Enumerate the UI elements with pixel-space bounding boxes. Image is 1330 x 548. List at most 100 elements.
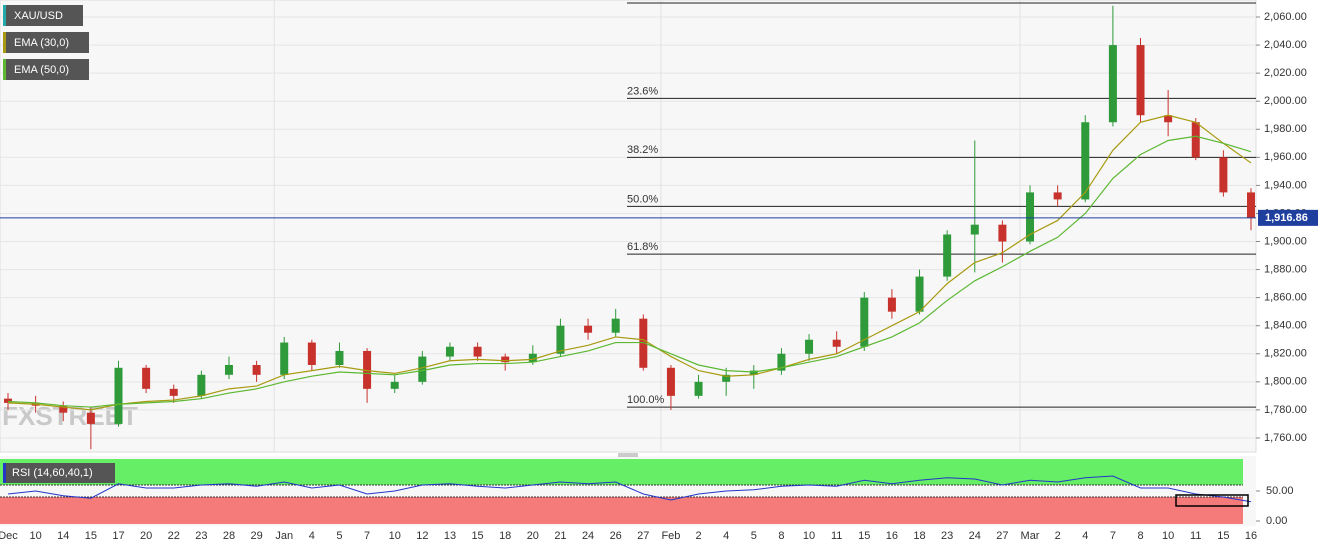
x-tick-label: 4 xyxy=(723,530,729,542)
y-tick-label: 50.00 xyxy=(1266,485,1294,497)
y-tick-label: 1,880.00 xyxy=(1264,263,1307,275)
fib-label: 100.0% xyxy=(627,394,665,406)
x-tick-label: 16 xyxy=(886,530,898,542)
candle-body xyxy=(390,381,399,389)
fib-label: 23.6% xyxy=(627,85,658,97)
x-tick-label: 21 xyxy=(554,530,566,542)
x-tick-label: 15 xyxy=(858,530,870,542)
y-tick-label: 1,760.00 xyxy=(1264,432,1307,444)
ema-line xyxy=(7,114,1252,411)
y-tick-label: 0.00 xyxy=(1266,515,1287,527)
y-tick-label: 1,960.00 xyxy=(1264,151,1307,163)
candle-body xyxy=(280,342,289,375)
y-tick-label: 1,820.00 xyxy=(1264,348,1307,360)
candle-body xyxy=(473,346,482,357)
x-tick-label: 18 xyxy=(913,530,925,542)
legend-label: EMA (50,0) xyxy=(14,64,69,76)
y-tick-label: 2,040.00 xyxy=(1264,39,1307,51)
x-tick-label: 10 xyxy=(803,530,815,542)
candle-body xyxy=(528,353,537,363)
candle-body xyxy=(777,353,786,371)
candle-body xyxy=(1164,115,1173,123)
candle-body xyxy=(1136,45,1145,116)
candle-body xyxy=(694,381,703,396)
legend-swatch xyxy=(3,5,6,26)
x-tick-label: 10 xyxy=(29,530,41,542)
candle-body xyxy=(1191,122,1200,158)
candle-body xyxy=(1026,192,1035,242)
candle-body xyxy=(169,388,178,396)
y-tick-label: 1,860.00 xyxy=(1264,292,1307,304)
x-tick-label: 8 xyxy=(778,530,784,542)
candle-body xyxy=(1108,45,1117,123)
candle-body xyxy=(86,412,95,424)
y-tick-label: 1,900.00 xyxy=(1264,235,1307,247)
ema-line xyxy=(7,135,1252,408)
fib-label: 61.8% xyxy=(627,241,658,253)
x-tick-label: 15 xyxy=(471,530,483,542)
y-tick-label: 1,840.00 xyxy=(1264,320,1307,332)
x-tick-label: 11 xyxy=(1190,530,1201,542)
x-tick-label: 15 xyxy=(1217,530,1229,542)
legend-box xyxy=(3,5,83,26)
x-tick-label: 12 xyxy=(416,530,428,542)
x-tick-label: 4 xyxy=(1082,530,1088,542)
candle-body xyxy=(4,398,12,403)
candle-body xyxy=(445,346,454,357)
x-tick-label: 20 xyxy=(527,530,539,542)
x-tick-label: 26 xyxy=(610,530,622,542)
candle-body xyxy=(252,364,261,375)
x-tick-label: 7 xyxy=(364,530,370,542)
last-price-box xyxy=(1258,209,1318,226)
x-tick-label: 18 xyxy=(499,530,511,542)
x-tick-label: Dec xyxy=(0,530,18,542)
candle-body xyxy=(943,234,952,277)
x-tick-label: 8 xyxy=(1137,530,1143,542)
x-tick-label: 13 xyxy=(444,530,456,542)
x-tick-label: Feb xyxy=(661,530,680,542)
legend-swatch xyxy=(3,32,6,53)
legend-swatch xyxy=(3,463,6,483)
candle-body xyxy=(749,370,758,375)
x-tick-label: 27 xyxy=(996,530,1008,542)
candle-body xyxy=(142,367,151,389)
legend-box xyxy=(3,59,89,80)
plot-background xyxy=(0,0,1256,452)
candle-body xyxy=(363,350,372,389)
x-tick-label: 5 xyxy=(336,530,342,542)
candle-body xyxy=(584,325,593,333)
candle-body xyxy=(556,325,565,354)
legend-label: RSI (14,60,40,1) xyxy=(12,467,93,479)
candle-body xyxy=(501,356,510,363)
x-tick-label: 5 xyxy=(751,530,757,542)
rsi-highlight xyxy=(1175,494,1249,507)
x-tick-label: 7 xyxy=(1110,530,1116,542)
candle-body xyxy=(418,356,427,382)
y-tick-label: 1,780.00 xyxy=(1264,404,1307,416)
candle-body xyxy=(666,367,675,396)
x-tick-label: 14 xyxy=(57,530,69,542)
y-tick-label: 1,800.00 xyxy=(1264,376,1307,388)
x-tick-label: 15 xyxy=(85,530,97,542)
candle-body xyxy=(224,364,233,375)
x-tick-label: Jan xyxy=(275,530,293,542)
plot-border xyxy=(0,0,1257,453)
candle-body xyxy=(335,350,344,365)
x-tick-label: 23 xyxy=(195,530,207,542)
x-tick-label: 24 xyxy=(969,530,981,542)
fib-label: 50.0% xyxy=(627,193,658,205)
x-tick-label: 2 xyxy=(1055,530,1061,542)
candle-body xyxy=(805,339,814,354)
candle-body xyxy=(998,224,1007,242)
candle-body xyxy=(611,318,620,333)
candle-body xyxy=(197,374,206,396)
rsi-upper-zone xyxy=(0,459,1243,485)
last-price-label: 1,916.86 xyxy=(1265,212,1308,224)
candle-body xyxy=(639,318,648,368)
candle-body xyxy=(59,405,68,413)
legend-swatch xyxy=(3,59,6,80)
candle-body xyxy=(887,297,896,312)
legend-label: XAU/USD xyxy=(14,10,63,22)
